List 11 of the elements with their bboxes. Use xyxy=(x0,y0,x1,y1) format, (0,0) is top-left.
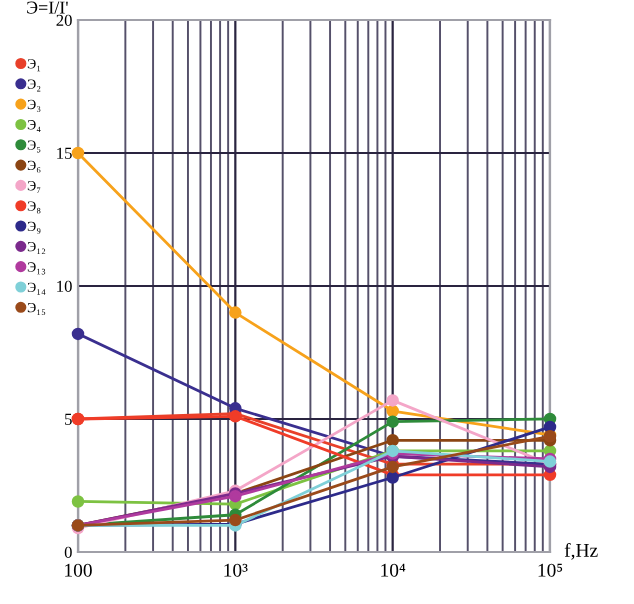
y-tick-label: 0 xyxy=(64,546,72,558)
x-axis-title: f,Hz xyxy=(564,542,598,560)
x-tick-label: 100 xyxy=(65,563,92,577)
y-tick-label: 10 xyxy=(57,280,72,292)
y-tick-label: 5 xyxy=(65,413,72,425)
x-tick-label: 10³ xyxy=(224,563,248,577)
x-tick-label: 10⁵ xyxy=(538,563,563,577)
y-tick-label: 15 xyxy=(57,147,72,159)
y-axis-title: Э=I/I' xyxy=(27,1,68,14)
x-tick-label: 10⁴ xyxy=(381,563,406,577)
y-tick-label: 20 xyxy=(56,14,72,26)
